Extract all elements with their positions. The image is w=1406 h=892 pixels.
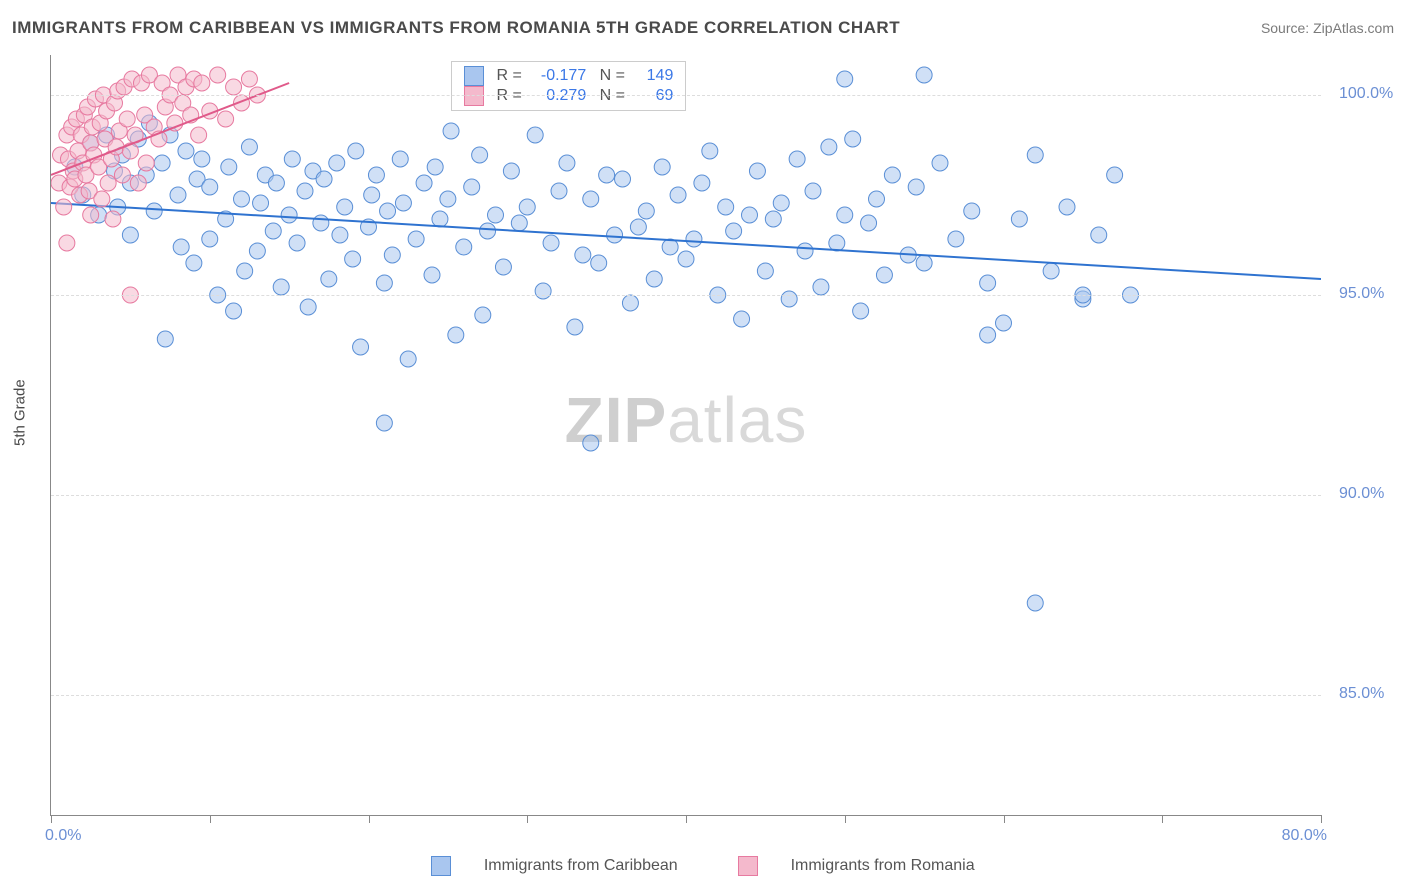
- legend-swatch-romania: [464, 86, 484, 106]
- source-label: Source: ZipAtlas.com: [1261, 20, 1394, 36]
- scatter-svg: [51, 55, 1321, 815]
- y-tick-label: 90.0%: [1339, 485, 1384, 503]
- legend-stats: R = -0.177 N = 149 R = 0.279 N = 69: [451, 61, 686, 111]
- legend-swatch-romania-b: [738, 856, 758, 876]
- legend-item-caribbean: Immigrants from Caribbean: [417, 857, 696, 874]
- y-tick-label: 100.0%: [1339, 85, 1393, 103]
- legend-label-romania: Immigrants from Romania: [791, 857, 975, 874]
- y-tick-label: 85.0%: [1339, 685, 1384, 703]
- legend-label-caribbean: Immigrants from Caribbean: [484, 857, 678, 874]
- n-value-2: 69: [629, 87, 673, 105]
- legend-stats-row-1: R = -0.177 N = 149: [464, 66, 673, 86]
- x-min-label: 0.0%: [45, 827, 81, 845]
- n-value-1: 149: [629, 67, 673, 85]
- legend-swatch-caribbean: [464, 66, 484, 86]
- x-max-label: 80.0%: [1282, 827, 1327, 845]
- plot-area: ZIPatlas R = -0.177 N = 149 R = 0.279 N …: [50, 55, 1321, 816]
- legend-item-romania: Immigrants from Romania: [724, 857, 989, 874]
- r-value-2: 0.279: [526, 87, 586, 105]
- chart-title: IMMIGRANTS FROM CARIBBEAN VS IMMIGRANTS …: [12, 18, 900, 38]
- r-value-1: -0.177: [526, 67, 586, 85]
- legend-swatch-caribbean-b: [431, 856, 451, 876]
- legend-stats-row-2: R = 0.279 N = 69: [464, 86, 673, 106]
- legend-bottom: Immigrants from Caribbean Immigrants fro…: [0, 856, 1406, 876]
- y-tick-label: 95.0%: [1339, 285, 1384, 303]
- y-axis-label: 5th Grade: [12, 379, 29, 446]
